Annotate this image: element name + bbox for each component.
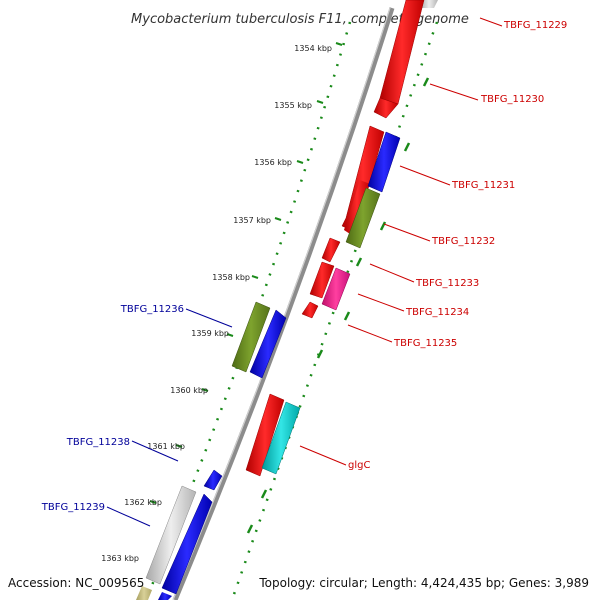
gene-label: TBFG_11235: [393, 338, 457, 349]
inner-ring: [230, 21, 439, 600]
gene-tbfg-11236-olive: [231, 301, 271, 373]
gene-tbfg-11234-red: [309, 261, 335, 299]
gene-label: TBFG_11234: [405, 307, 469, 318]
map-title: Mycobacterium tuberculosis F11, complete…: [131, 12, 469, 27]
accession-text: Accession: NC_009565: [8, 576, 144, 590]
gene-label: TBFG_11239: [41, 502, 105, 513]
topology-summary: Topology: circular; Length: 4,424,435 bp…: [258, 576, 589, 590]
gene-label: glgC: [348, 460, 370, 471]
scale-label: 1361 kbp: [147, 442, 185, 451]
gene-bottom-blue: [158, 592, 172, 600]
scale-label: 1358 kbp: [212, 273, 250, 282]
gene-label: TBFG_11230: [480, 94, 544, 105]
gene-tbfg-11235: [301, 301, 319, 319]
gene-glgc-red: [245, 393, 285, 477]
gene-tbfg-11231-b: [344, 180, 370, 234]
gene-label: TBFG_11238: [66, 437, 130, 448]
genome-backbone: [172, 7, 395, 600]
scale-label: 1360 kbp: [170, 386, 208, 395]
gene-tbfg-11230: [373, 97, 399, 119]
gene-label: TBFG_11229: [503, 20, 567, 31]
genome-backbone-highlight: [172, 7, 391, 600]
gene-label: TBFG_11233: [415, 278, 479, 289]
gene-tbfg-11236-blue: [249, 309, 287, 379]
gene-tbfg-11234-magenta: [321, 267, 351, 311]
scale-label: 1362 kbp: [124, 498, 162, 507]
scale-label: 1354 kbp: [294, 44, 332, 53]
gene-tbfg-11233: [321, 237, 341, 263]
scale-label: 1355 kbp: [274, 101, 312, 110]
scale-ticks: [149, 42, 343, 504]
leader-lines-right: [299, 17, 503, 466]
scale-label: 1356 kbp: [254, 158, 292, 167]
scale-label: 1357 kbp: [233, 216, 271, 225]
gene-labels-right: TBFG_11229 TBFG_11230 TBFG_11231 TBFG_11…: [348, 20, 567, 471]
gene-grey-top: [420, 0, 438, 8]
gene-tbfg-11232-olive: [345, 187, 381, 249]
scale-labels: 1354 kbp 1355 kbp 1356 kbp 1357 kbp 1358…: [101, 44, 332, 563]
gene-label: TBFG_11231: [451, 180, 515, 191]
gene-label: TBFG_11232: [431, 236, 495, 247]
gene-bottom-khaki: [136, 586, 152, 600]
scale-label: 1359 kbp: [191, 329, 229, 338]
leader-lines-left: [106, 308, 233, 527]
gene-tbfg-11239-grey: [145, 485, 197, 585]
gene-tbfg-11239-blue: [161, 493, 213, 595]
gene-tbfg-11238: [203, 469, 223, 491]
gene-tbfg-11231-blue: [367, 131, 401, 193]
gene-labels-left: TBFG_11236 TBFG_11238 TBFG_11239: [41, 304, 184, 513]
gene-label: TBFG_11236: [120, 304, 184, 315]
gene-glgc-cyan: [261, 401, 301, 475]
scale-label: 1363 kbp: [101, 554, 139, 563]
